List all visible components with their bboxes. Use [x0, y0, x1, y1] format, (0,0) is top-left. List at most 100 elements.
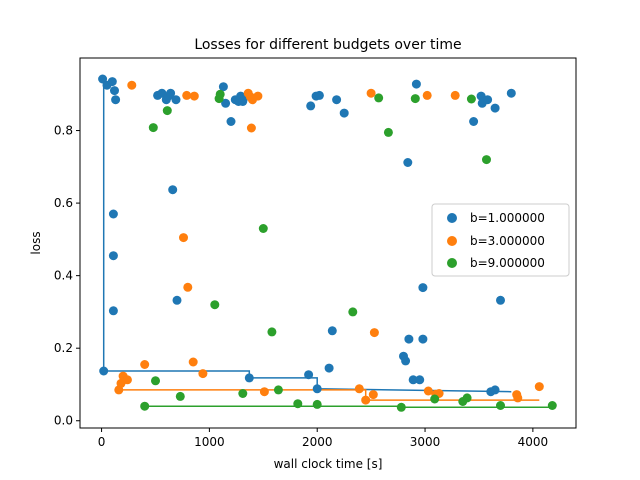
data-point-b-9-000000	[348, 307, 358, 317]
data-point-b-3-000000	[369, 328, 379, 338]
data-point-b-1-000000	[171, 95, 181, 105]
axes-frame	[79, 57, 577, 429]
legend-marker-b9	[447, 258, 457, 268]
y-tick-label: 0.2	[54, 341, 73, 355]
y-tick-label: 0.8	[54, 124, 73, 138]
data-point-b-9-000000	[273, 385, 283, 395]
data-point-b-3-000000	[450, 90, 460, 100]
x-axis-ticks: 0 1000 2000 3000 4000	[98, 428, 548, 449]
data-point-b-9-000000	[430, 394, 440, 404]
legend-box	[431, 203, 570, 277]
data-point-b-1-000000	[99, 366, 109, 376]
data-point-b-3-000000	[183, 282, 193, 292]
legend-marker-b1	[447, 213, 457, 223]
data-point-b-3-000000	[423, 386, 433, 396]
data-point-b-1-000000	[314, 90, 324, 100]
legend: b=1.000000 b=3.000000 b=9.000000	[431, 203, 570, 277]
data-point-b-9-000000	[482, 155, 491, 165]
data-point-b-3-000000	[246, 123, 256, 133]
data-point-b-1-000000	[111, 95, 121, 105]
data-point-b-9-000000	[547, 401, 557, 410]
data-point-b-3-000000	[366, 88, 376, 98]
x-tick-label: 1000	[194, 435, 225, 449]
data-point-b-1-000000	[403, 158, 413, 167]
y-tick-label: 0.6	[54, 196, 73, 210]
data-point-b-1-000000	[401, 356, 411, 366]
data-point-b-1-000000	[408, 375, 418, 385]
data-point-b-1-000000	[490, 103, 500, 113]
y-tick-label: 0.0	[54, 414, 73, 428]
data-point-b-9-000000	[210, 300, 220, 310]
data-point-b-9-000000	[151, 376, 160, 386]
y-axis-label: loss	[29, 231, 43, 254]
data-point-b-9-000000	[148, 123, 158, 133]
data-point-b-9-000000	[462, 393, 472, 403]
legend-entry-b1: b=1.000000	[470, 211, 545, 225]
data-point-b-1-000000	[418, 334, 428, 344]
data-point-b-9-000000	[162, 106, 172, 116]
data-point-b-1-000000	[304, 370, 314, 380]
x-tick-label: 0	[98, 435, 106, 449]
data-point-b-3-000000	[422, 90, 432, 100]
data-point-b-9-000000	[396, 402, 406, 412]
data-point-b-3-000000	[189, 91, 199, 101]
data-point-b-1-000000	[108, 306, 118, 316]
data-point-b-1-000000	[490, 385, 500, 395]
data-point-b-3-000000	[534, 382, 544, 392]
data-point-b-3-000000	[361, 395, 371, 405]
data-point-b-9-000000	[238, 389, 248, 398]
data-point-b-9-000000	[175, 391, 185, 401]
data-point-b-1-000000	[411, 79, 421, 89]
data-point-b-9-000000	[312, 399, 322, 409]
data-point-b-3-000000	[182, 90, 192, 100]
data-point-b-1-000000	[108, 251, 118, 261]
x-tick-label: 2000	[302, 435, 333, 449]
data-point-b-3-000000	[253, 91, 263, 101]
data-point-b-3-000000	[140, 360, 150, 369]
data-point-b-9-000000	[410, 94, 420, 104]
data-point-b-9-000000	[267, 327, 277, 337]
data-point-b-1-000000	[221, 98, 231, 108]
legend-entry-b9: b=9.000000	[470, 256, 545, 270]
data-point-b-1-000000	[312, 384, 322, 394]
data-point-b-1-000000	[168, 185, 178, 195]
data-point-b-1-000000	[496, 295, 505, 305]
data-point-b-3-000000	[127, 80, 137, 90]
data-point-b-3-000000	[368, 390, 378, 400]
data-point-b-1-000000	[483, 95, 493, 105]
data-point-b-1-000000	[107, 77, 117, 87]
data-point-b-9-000000	[383, 127, 393, 137]
data-point-b-9-000000	[258, 224, 268, 233]
chart-title: Losses for different budgets over time	[194, 37, 461, 53]
data-point-b-1-000000	[339, 108, 349, 118]
data-point-b-1-000000	[415, 375, 425, 385]
x-tick-label: 3000	[410, 435, 441, 449]
data-point-b-1-000000	[172, 295, 182, 305]
data-point-b-1-000000	[418, 283, 428, 293]
data-point-b-1-000000	[110, 86, 119, 96]
data-point-b-3-000000	[259, 387, 269, 397]
data-point-b-1-000000	[332, 95, 342, 105]
data-point-b-1-000000	[404, 334, 414, 344]
data-point-b-9-000000	[374, 93, 384, 103]
y-tick-label: 0.4	[54, 269, 73, 283]
data-point-b-3-000000	[513, 393, 523, 403]
data-point-b-3-000000	[198, 369, 208, 379]
y-axis-ticks: 0.0 0.2 0.4 0.6 0.8	[54, 124, 80, 428]
x-tick-label: 4000	[518, 435, 549, 449]
data-point-b-3-000000	[122, 375, 132, 385]
data-point-b-9-000000	[140, 401, 150, 411]
data-point-b-1-000000	[166, 88, 176, 98]
x-axis-label: wall clock time [s]	[274, 457, 383, 471]
data-point-b-1-000000	[506, 88, 516, 98]
data-point-b-1-000000	[327, 326, 337, 336]
data-point-b-9-000000	[466, 94, 476, 104]
data-point-b-1-000000	[469, 117, 479, 126]
data-point-b-3-000000	[179, 233, 188, 243]
data-point-b-9-000000	[496, 401, 505, 410]
legend-marker-b3	[447, 236, 457, 246]
data-point-b-1-000000	[244, 373, 254, 383]
data-point-b-1-000000	[324, 363, 334, 373]
data-point-b-9-000000	[215, 89, 225, 99]
